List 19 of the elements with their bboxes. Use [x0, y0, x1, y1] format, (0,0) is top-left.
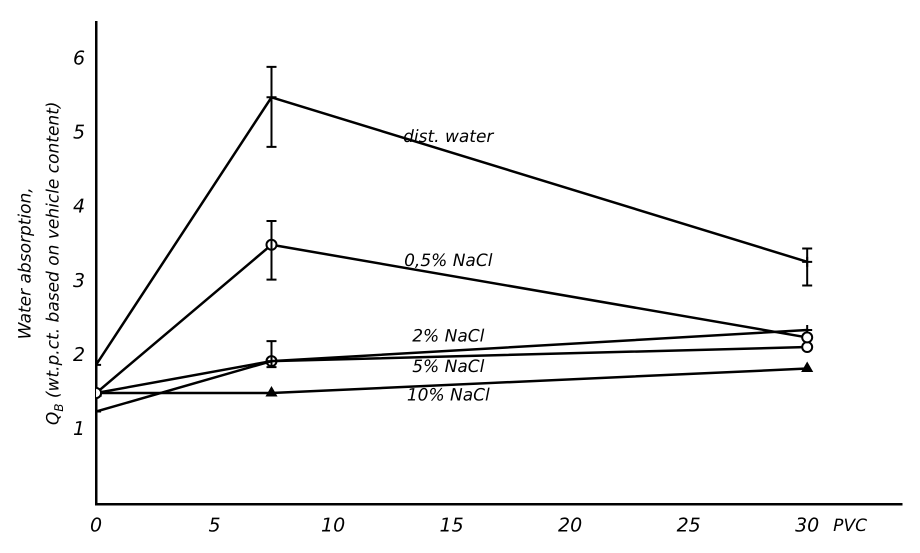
- x-tick-label: 20: [558, 514, 582, 537]
- x-tick-label: 0: [90, 514, 102, 537]
- series-label: 10% NaCl: [406, 385, 490, 406]
- y-tick-label: 4: [72, 196, 86, 218]
- y-tick-label: 1: [72, 418, 86, 440]
- x-axis-title: PVC: [833, 516, 868, 536]
- x-tick-label: 5: [208, 514, 221, 537]
- y-tick-label: 5: [72, 122, 86, 144]
- y-tick-label: 3: [72, 270, 86, 292]
- x-tick-label: 30: [795, 514, 820, 537]
- series-label: 5% NaCl: [412, 356, 485, 377]
- x-tick-label: 15: [440, 514, 464, 537]
- series-label: 0,5% NaCl: [404, 250, 493, 271]
- series-label: 2% NaCl: [412, 326, 485, 346]
- text: Water absorption, QB (wt.p.ct. based on vehicle content): [15, 101, 66, 426]
- y-tick-label: 2: [72, 344, 86, 366]
- y-tick-label: 6: [72, 47, 86, 70]
- x-tick-label: 10: [321, 514, 346, 537]
- x-tick-label: 25: [676, 514, 701, 537]
